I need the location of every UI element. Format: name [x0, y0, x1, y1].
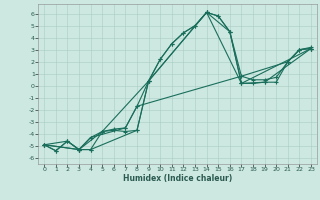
X-axis label: Humidex (Indice chaleur): Humidex (Indice chaleur) — [123, 174, 232, 183]
